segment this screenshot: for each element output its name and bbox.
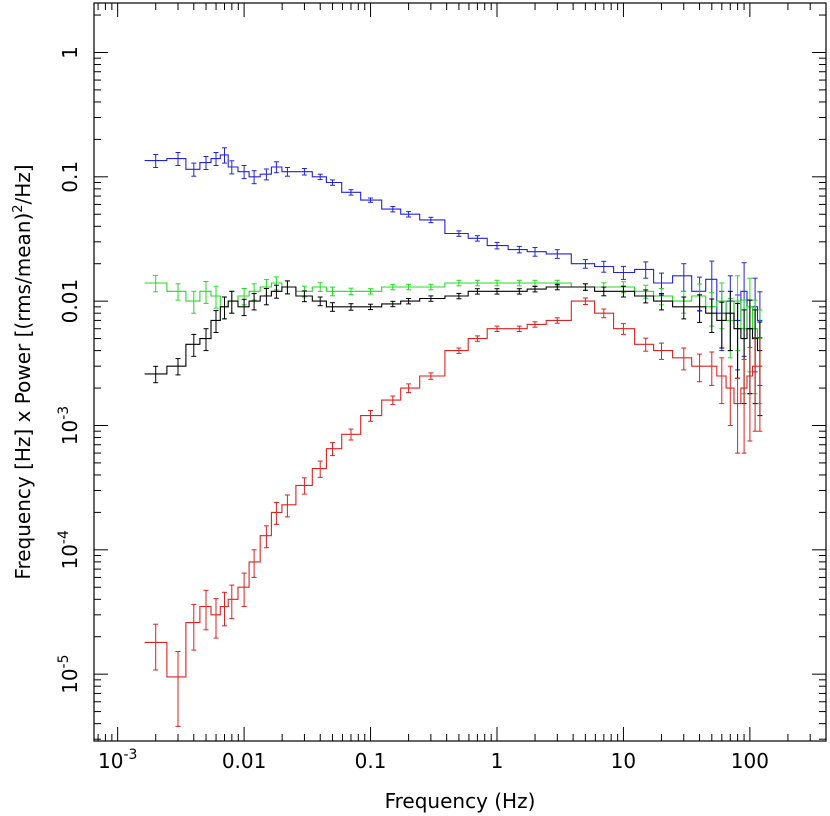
x-tick-label: 0.1 — [355, 749, 387, 773]
x-tick-label: 0.01 — [222, 749, 267, 773]
y-tick-label: 1 — [58, 46, 82, 59]
plot-frame — [93, 2, 827, 742]
x-tick-mantissa: 100 — [731, 749, 769, 773]
y-tick-label: 10-4 — [56, 530, 82, 570]
y-axis-title-end: /Hz] — [11, 164, 35, 204]
series-1-line — [144, 282, 763, 340]
y-tick-mantissa: 10 — [58, 544, 82, 569]
y-axis-title: Frequency [Hz] x Power [(rms/mean)2/Hz] — [11, 164, 35, 579]
y-tick-exponent: -3 — [56, 406, 72, 420]
x-tick-mantissa: 0.1 — [355, 749, 387, 773]
y-tick-label: 10-3 — [56, 406, 82, 445]
y-tick-mantissa: 0.1 — [58, 161, 82, 193]
series-1 — [144, 274, 763, 405]
x-tick-label: 1 — [491, 749, 504, 773]
x-tick-mantissa: 1 — [491, 749, 504, 773]
x-tick-exponent: -3 — [123, 747, 137, 763]
x-axis-title: Frequency (Hz) — [385, 789, 536, 813]
series-3-line — [144, 300, 763, 678]
y-axis-title-superscript: 2 — [11, 204, 26, 212]
y-tick-label: 10-5 — [56, 654, 82, 693]
series-0 — [144, 147, 763, 395]
y-tick-mantissa: 10 — [58, 668, 82, 693]
series-3 — [144, 297, 763, 727]
y-tick-exponent: -4 — [56, 530, 72, 544]
x-tick-mantissa: 0.01 — [222, 749, 267, 773]
series-0-line — [144, 154, 763, 330]
x-tick-label: 10 — [611, 749, 636, 773]
x-tick-mantissa: 10 — [611, 749, 636, 773]
y-tick-mantissa: 1 — [58, 46, 82, 59]
series-2-line — [144, 286, 763, 375]
y-tick-exponent: -5 — [56, 654, 72, 668]
y-tick-label: 0.01 — [58, 279, 82, 324]
y-tick-label: 0.1 — [58, 161, 82, 193]
series-layer — [144, 147, 763, 727]
y-tick-mantissa: 10 — [58, 420, 82, 445]
y-axis-title-main: Frequency [Hz] x Power [(rms/mean) — [11, 213, 35, 580]
y-tick-mantissa: 0.01 — [58, 279, 82, 324]
x-tick-label: 10-3 — [98, 747, 137, 773]
series-2 — [144, 280, 763, 417]
x-tick-label: 100 — [731, 749, 769, 773]
x-tick-mantissa: 10 — [98, 749, 123, 773]
